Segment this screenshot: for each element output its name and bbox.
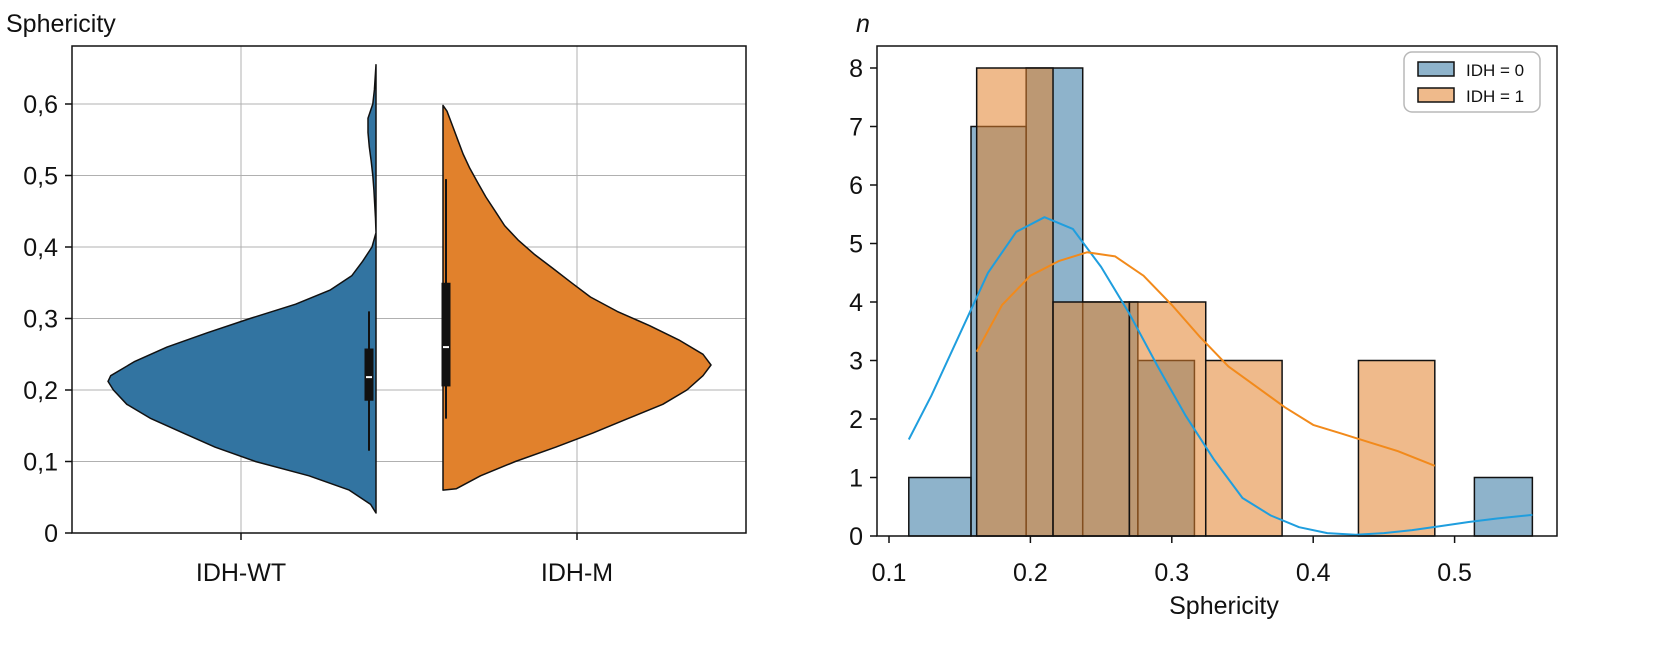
y-tick-label: 0 [849,523,863,551]
y-tick-label: 0,4 [23,234,58,262]
legend-label-idh0: IDH = 0 [1466,61,1524,80]
violin-idh-m [442,104,712,491]
x-tick-label: 0.3 [1154,559,1189,587]
y-tick-label: 1 [849,465,863,493]
legend-swatch-idh1 [1417,87,1455,103]
hist-bar [1128,301,1207,537]
legend-swatch-idh0 [1417,61,1455,77]
y-tick-label: 2 [849,406,863,434]
y-tick-label: 0,5 [23,163,58,191]
y-tick-label: 0,1 [23,449,58,477]
violin-idh-wt [107,63,377,514]
plot-frame [71,45,747,534]
histogram-panel: 0 1 2 3 4 5 6 7 8 0.1 0.2 0.3 0.4 0.5 Sphericity n IDH =… [849,10,1558,620]
x-tick-label: 0.5 [1437,559,1472,587]
legend: IDH = 0 IDH = 1 [1403,51,1541,113]
y-tick-label: 5 [849,231,863,259]
x-tick-label: 0.2 [1013,559,1048,587]
kde-line-idh1 [975,251,1436,467]
y-tick-label: 3 [849,348,863,376]
hist-bar [1357,359,1436,537]
x-tick-label-idh-wt: IDH-WT [196,559,286,587]
iqr-box [364,348,374,401]
legend-label-idh1: IDH = 1 [1466,87,1524,106]
y-tick-label: 0 [44,520,58,548]
x-tick-label: 0.1 [872,559,907,587]
x-tick-label-idh-m: IDH-M [541,559,613,587]
y-axis-title: Sphericity [6,10,116,38]
y-axis-title: n [856,10,870,38]
y-tick-label: 0,6 [23,91,58,119]
y-tick-label: 8 [849,55,863,83]
y-tick-label: 0,2 [23,377,58,405]
iqr-box [441,282,451,387]
y-tick-label: 6 [849,172,863,200]
y-tick-label: 4 [849,289,863,317]
hist-bar [1204,359,1283,537]
hist-bar [908,476,972,537]
plot-frame [876,45,1558,537]
hist-bar [975,67,1054,537]
x-tick-label: 0.4 [1296,559,1331,587]
hist-bar [1052,301,1131,537]
y-tick-label: 0,3 [23,306,58,334]
y-tick-label: 7 [849,114,863,142]
violin-panel: 0 0,1 0,2 0,3 0,4 0,5 0,6 IDH-WT IDH-M Sphericity [6,10,747,587]
hist-bar [1473,476,1534,537]
kde-line-idh0 [907,216,1533,536]
x-axis-title: Sphericity [1169,592,1279,620]
